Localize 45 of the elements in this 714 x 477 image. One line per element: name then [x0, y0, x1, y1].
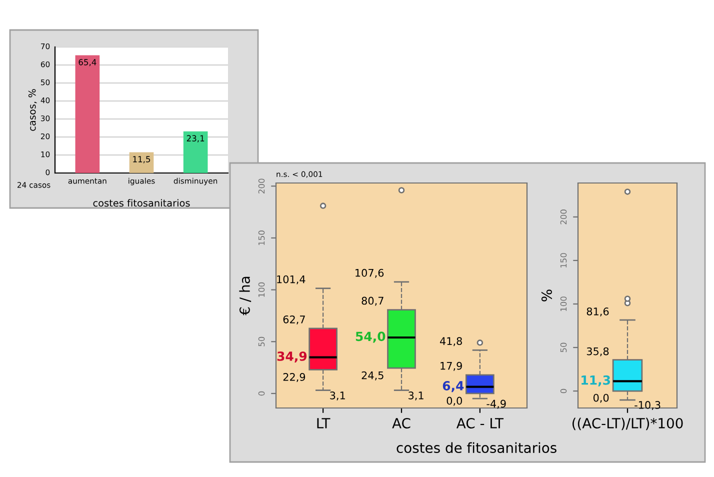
y-axis-title: € / ha	[239, 276, 252, 316]
annotation: -10,3	[634, 401, 660, 410]
annotation: -4,9	[486, 400, 506, 409]
y-tick-label: 150	[258, 230, 265, 245]
x-tick-label: AC - LT	[456, 418, 504, 428]
annotation: 3,1	[330, 391, 345, 400]
bar	[75, 55, 100, 173]
annotation: 0,0	[446, 396, 462, 406]
annotation: 41,8	[440, 337, 462, 346]
annotation: 22,9	[283, 373, 306, 382]
y-tick-label: 50	[258, 336, 265, 346]
annotation: 35,8	[586, 347, 609, 356]
y-tick-label: 0	[258, 391, 265, 396]
y-axis-title: casos, %	[28, 89, 37, 131]
x-axis-title: costes de fitosanitarios	[396, 442, 556, 454]
bar	[183, 131, 208, 173]
y-tick-label: 100	[560, 296, 567, 312]
annotation: 6,4	[442, 381, 464, 392]
y-tick-label: 0	[560, 388, 567, 394]
x-tick-label: LT	[317, 418, 330, 428]
annotation: 107,6	[356, 268, 384, 278]
annotation: 11,3	[582, 375, 610, 386]
annotation: 81,6	[586, 307, 609, 316]
annotation: 54,0	[356, 332, 386, 343]
annotation: 17,9	[440, 362, 462, 371]
y-tick-label: 50	[560, 342, 567, 352]
x-axis-title: costes fitosanitarios	[93, 199, 190, 207]
annotation: 62,7	[283, 315, 305, 324]
y-tick-label: 200	[560, 210, 567, 224]
y-tick-label: 200	[258, 178, 265, 194]
annotation: 0,0	[593, 394, 609, 403]
annotation: 80,7	[362, 296, 384, 306]
annotation: 34,9	[277, 351, 307, 363]
data-label: 65,4	[78, 59, 96, 66]
bar	[129, 152, 154, 173]
y-axis-title: %	[541, 290, 552, 302]
data-label: 11,5	[133, 156, 150, 164]
y-tick-label: 100	[258, 282, 265, 297]
annotation: 3,1	[408, 391, 424, 400]
data-label: 23,1	[186, 135, 204, 142]
x-tick-label: ((AC-LT)/LT)*100	[572, 418, 683, 430]
annotation: 24,5	[362, 371, 384, 380]
annotation: 101,4	[277, 275, 306, 284]
x-tick-label: AC	[392, 418, 410, 428]
y-tick-label: 150	[560, 253, 567, 268]
